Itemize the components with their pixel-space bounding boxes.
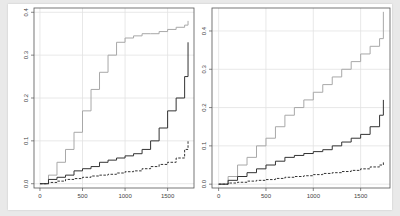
y-tick-label: 0.4: [201, 26, 207, 35]
step-line: [40, 42, 188, 183]
x-tick: [360, 188, 361, 191]
plot-frame: [212, 8, 390, 188]
x-tick: [167, 188, 168, 191]
x-tick-label: 0: [217, 193, 221, 199]
y-tick: [31, 98, 34, 99]
grid-line: [212, 69, 390, 70]
grid-line: [212, 30, 390, 31]
x-tick: [125, 188, 126, 191]
x-tick: [82, 188, 83, 191]
x-tick-label: 1000: [118, 193, 132, 199]
y-tick-label: 0.2: [201, 103, 207, 112]
step-line: [219, 161, 384, 184]
y-tick: [31, 183, 34, 184]
y-tick: [209, 184, 212, 185]
y-tick-label: 0.3: [23, 50, 29, 59]
figure: 0500100015000.00.10.20.30.40500100015000…: [0, 0, 400, 216]
grid-line: [34, 12, 194, 13]
grid-line: [34, 183, 194, 184]
x-tick: [313, 188, 314, 191]
x-tick-label: 1000: [307, 193, 321, 199]
plot-frame: [34, 8, 194, 188]
grid-line: [212, 145, 390, 146]
y-tick: [31, 55, 34, 56]
lines: [40, 21, 188, 184]
x-tick-label: 0: [38, 193, 42, 199]
grid-line: [265, 8, 266, 188]
grid-line: [360, 8, 361, 188]
panel: 0 500 1000 1500 0.0 0.1 0.2 0.3 0.4: [23, 7, 194, 199]
grid-line: [34, 98, 194, 99]
y-tick-label: 0.0: [23, 179, 29, 188]
y-tick-label: 0.1: [201, 141, 207, 150]
step-line: [40, 141, 188, 184]
y-tick-label: 0.4: [23, 7, 29, 16]
y-tick-label: 0.2: [23, 93, 29, 102]
step-line: [40, 21, 188, 184]
x-tick-label: 1500: [161, 193, 175, 199]
x-tick-label: 1500: [354, 193, 368, 199]
step-line: [219, 12, 384, 184]
x-tick: [39, 188, 40, 191]
y-tick-label: 0.0: [201, 179, 207, 188]
x-tick: [218, 188, 219, 191]
panel: 0 500 1000 1500 0.0 0.1 0.2 0.3 0.4: [201, 8, 390, 199]
grid-line: [218, 8, 219, 188]
step-line: [219, 100, 384, 184]
y-tick: [209, 145, 212, 146]
y-tick: [209, 69, 212, 70]
x-tick: [265, 188, 266, 191]
y-tick: [209, 107, 212, 108]
x-tick-label: 500: [261, 193, 272, 199]
x-tick-label: 500: [78, 193, 89, 199]
grid-line: [34, 140, 194, 141]
y-tick-label: 0.1: [23, 136, 29, 145]
lines: [219, 12, 384, 184]
y-tick: [31, 12, 34, 13]
y-tick: [209, 30, 212, 31]
y-tick: [31, 140, 34, 141]
grid-line: [212, 184, 390, 185]
y-tick-label: 0.3: [201, 64, 207, 73]
